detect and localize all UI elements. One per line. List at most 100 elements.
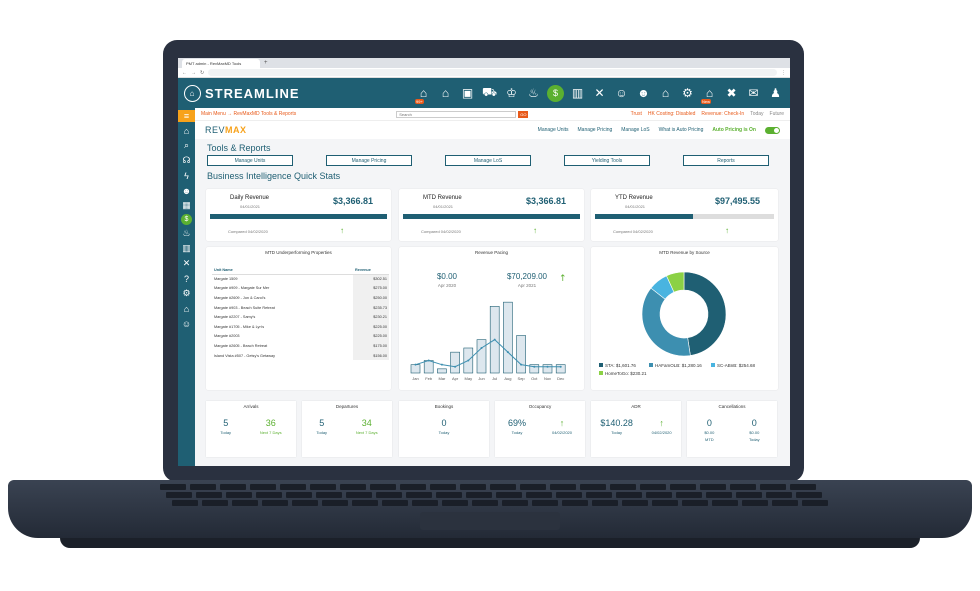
new-feature-icon[interactable]: ⌂ New <box>701 86 714 104</box>
today-link[interactable]: Today <box>750 111 764 117</box>
sidebar-people-icon[interactable]: ☻ <box>181 185 192 196</box>
reports-button[interactable]: Reports <box>683 155 769 166</box>
table-row[interactable]: Margate #2605 - Beach Retreat $175.00 <box>212 341 389 351</box>
keyboard-key <box>382 500 408 506</box>
chart-icon[interactable]: ▥ <box>571 86 584 100</box>
table-row[interactable]: Margate #903 - Beach Suite Retreat $235.7… <box>212 302 389 313</box>
image-icon[interactable]: ▣ <box>461 86 474 100</box>
legend-label: SC-ABnB: $254.68 <box>717 363 756 368</box>
alert-hk-costing[interactable]: HK Costing: Disabled <box>647 111 696 117</box>
keyboard-key <box>586 492 612 498</box>
reload-icon[interactable]: ↻ <box>200 69 205 76</box>
manage-pricing-button[interactable]: Manage Pricing <box>326 155 412 166</box>
sidebar-tools-icon[interactable]: ✕ <box>182 258 191 268</box>
manage-units-button[interactable]: Manage Units <box>207 155 293 166</box>
table-row[interactable]: Margate #2207 - Samy's $230.21 <box>212 312 389 322</box>
keyboard-key <box>760 484 786 490</box>
tools-icon[interactable]: ✕ <box>594 86 605 100</box>
subnav-manage-los[interactable]: Manage LoS <box>621 127 650 133</box>
new-tab-button[interactable]: + <box>264 60 268 66</box>
house-icon[interactable]: ⌂ <box>441 86 450 100</box>
sidebar-property-icon[interactable]: ⌂ <box>183 303 190 314</box>
bucket-icon[interactable]: ♨ <box>528 86 539 100</box>
sidebar-chart-icon[interactable]: ▥ <box>182 243 191 253</box>
table-row[interactable]: Margate #2609 - Jon & Carol's $250.00 <box>212 293 389 303</box>
sidebar-calendar-icon[interactable]: ▦ <box>182 200 191 210</box>
subnav-manage-units[interactable]: Manage Units <box>537 127 569 133</box>
keyboard-key <box>592 500 618 506</box>
keyboard-key <box>682 500 708 506</box>
pacing-bar <box>450 351 460 374</box>
manage-los-button[interactable]: Manage LoS <box>445 155 531 166</box>
back-icon[interactable]: ← <box>182 69 187 76</box>
sidebar-help-icon[interactable]: ? <box>183 273 189 284</box>
stat-sub2-secondary: Today <box>748 437 760 442</box>
keyboard-key <box>220 484 246 490</box>
brand-suffix: MAX <box>225 125 247 135</box>
subnav-what-is-auto-pricing[interactable]: What is Auto Pricing <box>658 127 704 133</box>
user-icon[interactable]: ♟ <box>770 86 781 100</box>
auto-pricing-toggle[interactable] <box>765 126 780 134</box>
sidebar-dollar-icon[interactable]: $ <box>181 214 192 225</box>
underperforming-table: Unit Name Revenue Margate 1509 $302.51 Mar… <box>212 267 389 361</box>
keyboard-key <box>466 492 492 498</box>
keyboard-key <box>160 484 186 490</box>
hamburger-menu-icon[interactable]: ≡ <box>178 110 195 122</box>
stat-value: $140.28 <box>600 418 633 428</box>
keyboard-key <box>430 484 456 490</box>
settings-icon[interactable]: ⚙ <box>682 86 693 100</box>
keyboard-key <box>262 500 288 506</box>
breadcrumb[interactable]: Main Menu → RevMaxMD Tools & Reports <box>201 111 297 117</box>
keyboard-key <box>646 492 672 498</box>
revenue-header[interactable]: Revenue <box>353 267 389 275</box>
alert-trust[interactable]: Trust <box>630 111 642 117</box>
owner-icon[interactable]: ☺ <box>615 86 628 100</box>
alert-revenue[interactable]: Revenue: Check-In <box>701 111 745 117</box>
sidebar-headset-icon[interactable]: ☊ <box>182 155 191 165</box>
table-row[interactable]: Margate #909 - Margate Sur Mer $275.00 <box>212 283 389 294</box>
menu-dots-icon[interactable]: ⋮ <box>781 69 786 76</box>
streamline-logo[interactable]: ⌂ STREAMLINE <box>184 84 300 102</box>
unit-name-cell: Margate #909 - Margate Sur Mer <box>214 286 270 291</box>
trackpad <box>420 512 560 530</box>
donut-slice[interactable] <box>666 271 685 293</box>
table-row[interactable]: Margate #1705 - Mike & Lyn's $225.00 <box>212 321 389 332</box>
revmax-logo: REVMAX <box>205 125 247 135</box>
dollar-icon[interactable]: $ <box>547 84 564 102</box>
car-icon[interactable]: ⛟ <box>481 85 498 99</box>
property-icon[interactable]: ⌂ <box>661 86 670 100</box>
forward-icon[interactable]: → <box>191 69 196 76</box>
group-icon[interactable]: ☻ <box>637 86 650 100</box>
stat-title: Occupancy <box>528 404 552 409</box>
pacing-point <box>506 351 509 354</box>
maintenance-icon[interactable]: ✖ <box>726 86 737 100</box>
future-link[interactable]: Future <box>769 111 784 117</box>
go-button[interactable]: GO <box>518 110 529 118</box>
underperforming-panel: MTD Underperforming Properties Unit Name… <box>206 247 391 390</box>
sidebar-search-icon[interactable]: ⌕ <box>183 140 190 150</box>
address-bar[interactable] <box>208 69 777 76</box>
pacing-bar <box>503 301 513 374</box>
sidebar-bucket-icon[interactable]: ♨ <box>182 228 191 238</box>
card-progress <box>210 214 387 219</box>
subnav-links: Manage Units Manage Pricing Manage LoS W… <box>537 126 780 134</box>
donut-slice[interactable] <box>683 271 727 356</box>
subnav-manage-pricing[interactable]: Manage Pricing <box>577 127 613 133</box>
revenue-cell: $235.73 <box>353 302 389 313</box>
unit-name-header[interactable]: Unit Name <box>212 267 353 275</box>
sidebar-flash-icon[interactable]: ϟ <box>184 170 189 181</box>
chef-icon[interactable]: ♔ <box>506 86 517 100</box>
table-row[interactable]: Margate 1509 $302.51 <box>212 274 389 284</box>
card-progress <box>595 214 774 219</box>
yielding-tools-button[interactable]: Yielding Tools <box>564 155 650 166</box>
search-input[interactable] <box>396 110 517 118</box>
sidebar-smile-icon[interactable]: ☺ <box>181 318 192 329</box>
sidebar-home-icon[interactable]: ⌂ <box>183 125 190 136</box>
home-notifications-icon[interactable]: ⌂ 99+ <box>415 86 428 104</box>
table-row[interactable]: Margate #2003 $225.00 <box>212 331 389 342</box>
table-row[interactable]: Island Vista #507 - Getsy's Getaway $156.… <box>212 350 389 361</box>
sidebar-settings-icon[interactable]: ⚙ <box>182 288 191 298</box>
card-value: $3,366.81 <box>525 196 566 206</box>
mail-icon[interactable]: ✉ <box>748 86 759 100</box>
browser-tab[interactable]: PMT admin - RevMaxMD Tools <box>182 58 260 68</box>
